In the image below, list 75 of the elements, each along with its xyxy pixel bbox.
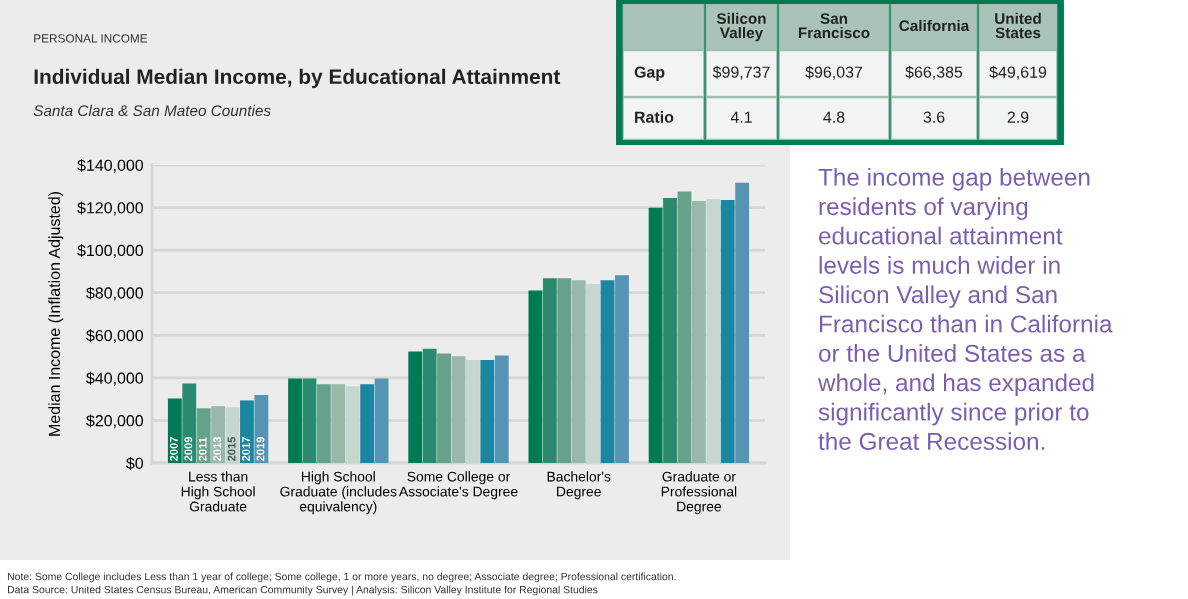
bar — [542, 278, 557, 463]
bar — [528, 290, 543, 463]
text: San Francisco — [798, 13, 870, 39]
text: 4.1 — [730, 111, 752, 123]
text: United States — [995, 12, 1041, 39]
bar — [196, 408, 211, 463]
chart-title: Individual Median Income, by Educational Attainment — [34, 68, 561, 89]
text: The income gap between residents of varying educational attainment levels is much wider in Silicon Valley and San Francisco than in California or the United States as a whole, and has expanded significantly since prior to the Great Recession. — [817, 168, 1113, 451]
y-tick-label: $80,000 — [86, 286, 144, 301]
x-tick-label: Some College or Associate's Degree — [398, 471, 518, 500]
series-label: 2019 — [256, 436, 265, 461]
text: Note: Some College includes Less than 1 year of college; Some college, 1 or more years, no degree; Associate degree; Professional certification. — [7, 572, 676, 583]
bar — [211, 406, 226, 463]
bar — [720, 200, 735, 463]
bar — [254, 394, 269, 463]
bar — [706, 199, 721, 463]
text: $99,737 — [712, 65, 770, 80]
series-label: 2009 — [184, 436, 193, 461]
bar — [167, 398, 182, 463]
bar — [557, 278, 572, 463]
bar — [735, 182, 750, 463]
bar — [451, 356, 466, 463]
y-axis-title: Median Income (Inflation Adjusted) — [48, 192, 64, 436]
bar — [691, 200, 706, 463]
text: $96,037 — [805, 65, 863, 80]
y-tick-label: $120,000 — [77, 201, 144, 216]
bar — [182, 383, 197, 463]
bar — [240, 400, 254, 463]
y-tick-label: $20,000 — [86, 414, 144, 429]
series-label: 2015 — [227, 436, 236, 461]
bar — [648, 207, 663, 463]
bar — [437, 353, 451, 463]
chart-subtitle: Santa Clara & San Mateo Counties — [33, 104, 271, 117]
bar — [422, 348, 437, 463]
bar — [663, 197, 677, 463]
bar — [331, 384, 346, 463]
text: $49,619 — [989, 65, 1047, 80]
bar — [571, 280, 586, 463]
series-label: 2017 — [242, 437, 250, 461]
text: 3.6 — [923, 111, 945, 123]
bar — [288, 378, 302, 463]
bar — [374, 378, 389, 463]
text: Silicon Valley — [716, 12, 766, 42]
y-tick-label: $0 — [126, 456, 144, 470]
text: $66,385 — [905, 65, 963, 80]
x-tick-label: Graduate or Professional Degree — [661, 471, 737, 515]
y-tick-label: $40,000 — [86, 371, 144, 386]
x-tick-label: Bachelor's Degree — [547, 471, 611, 500]
bar — [360, 384, 375, 463]
bar — [677, 191, 692, 463]
series-label: 2013 — [213, 436, 222, 461]
text: Gap — [634, 66, 665, 81]
text: 2.9 — [1007, 111, 1029, 123]
text: Ratio — [635, 111, 674, 123]
bar — [316, 384, 331, 463]
text: California — [899, 19, 970, 32]
series-label: 2007 — [169, 437, 178, 461]
y-tick-label: $140,000 — [77, 158, 144, 173]
bar — [600, 280, 615, 463]
text: 4.8 — [823, 111, 845, 123]
bar — [480, 359, 495, 463]
bar — [302, 378, 317, 463]
bar — [586, 283, 601, 463]
series-label: 2011 — [198, 437, 207, 461]
bar — [466, 359, 480, 463]
text: PERSONAL INCOME — [34, 34, 148, 43]
bar — [345, 386, 360, 463]
x-tick-label: High School Graduate (includes equivalency) — [280, 471, 397, 515]
bar — [408, 351, 423, 463]
source-note: Data Source: United States Census Bureau, American Community Survey | Analysis: Silicon Valley Institute for Regional Studies — [7, 585, 598, 596]
bar — [494, 355, 509, 463]
x-tick-label: Less than High School Graduate — [181, 471, 255, 512]
bar — [615, 275, 629, 463]
y-tick-label: $100,000 — [77, 244, 144, 258]
y-tick-label: $60,000 — [86, 329, 144, 344]
